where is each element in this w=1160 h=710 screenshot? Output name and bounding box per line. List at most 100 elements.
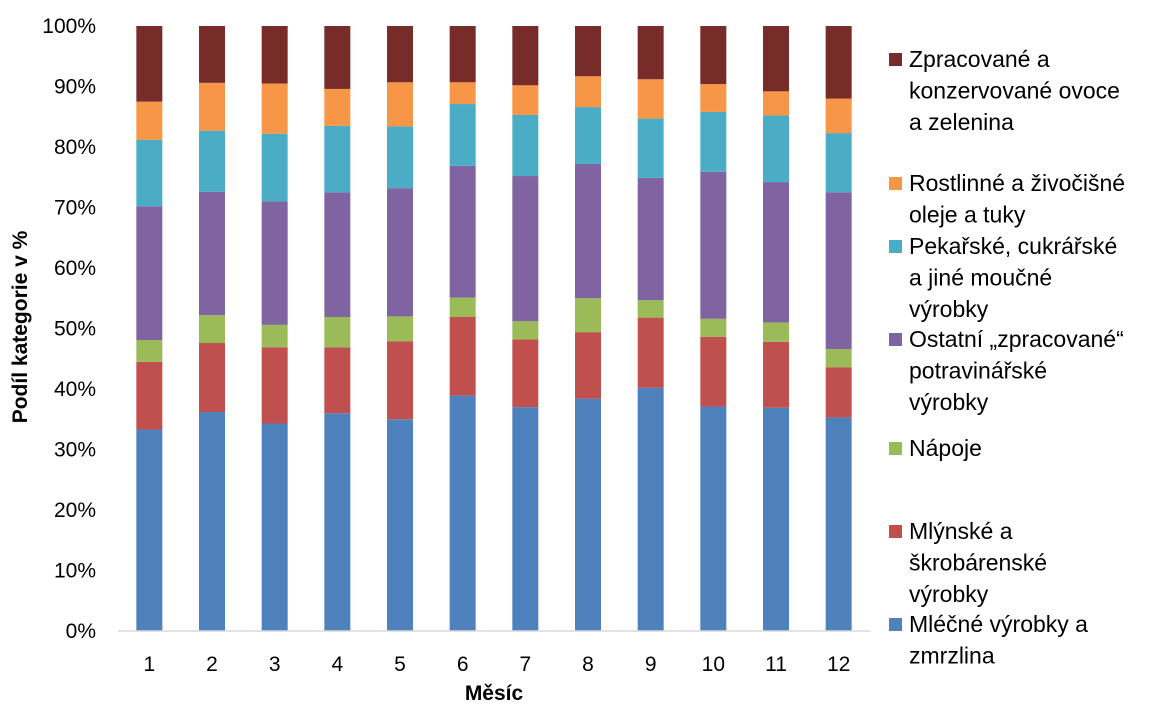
bar-segment	[136, 206, 163, 340]
y-tick-label: 20%	[54, 499, 96, 522]
bar-segment	[825, 367, 852, 418]
legend-label: výrobky	[909, 581, 989, 607]
bar-segment	[199, 411, 225, 631]
bar-segment	[825, 192, 852, 350]
y-tick-label: 60%	[54, 257, 96, 280]
x-tick-label: 4	[331, 653, 343, 676]
legend-label: konzervované ovoce	[909, 78, 1120, 104]
y-tick-label: 90%	[54, 76, 96, 99]
bar-segment	[387, 341, 413, 420]
bar-segment	[387, 419, 413, 631]
x-axis-title: Měsíc	[465, 682, 524, 705]
bar-segment	[763, 341, 789, 408]
legend-swatch	[889, 53, 902, 66]
legend-label: Pekařské, cukrářské	[909, 233, 1117, 259]
bar-segment	[512, 321, 539, 340]
x-axis-ticks: 1 2 3 4 5 6 7 8 9 10 11 12	[143, 653, 850, 676]
legend-label: potravinářské	[909, 358, 1047, 384]
bar-segment	[637, 387, 664, 631]
x-tick-label: 2	[206, 653, 218, 676]
bar-segment	[387, 82, 413, 127]
bar-segment	[575, 332, 601, 399]
bar-segment	[261, 423, 288, 631]
bar-segment	[449, 395, 476, 631]
bar-segment	[512, 85, 539, 115]
bar-segment	[449, 26, 476, 83]
legend-swatch	[889, 333, 902, 346]
legend-label: a jiné moučné	[909, 265, 1052, 291]
bar-segment	[199, 315, 225, 344]
bar-segment	[387, 316, 413, 342]
bar-segment	[449, 297, 476, 318]
bar-segment	[136, 361, 163, 430]
bar-segment	[199, 82, 225, 131]
bar-segment	[637, 300, 664, 318]
bar-segment	[199, 26, 225, 83]
bar-segment	[825, 349, 852, 368]
bar-segment	[637, 79, 664, 119]
y-tick-label: 0%	[66, 620, 96, 643]
legend-label: Zpracované a	[909, 46, 1050, 72]
legend-label: výrobky	[909, 296, 989, 322]
bar-segment	[512, 339, 539, 408]
legend-label: Ostatní „zpracované“	[909, 326, 1124, 352]
y-axis-title: Podíl kategorie v %	[9, 230, 32, 423]
x-tick-label: 7	[519, 653, 531, 676]
bar-segment	[637, 177, 664, 301]
legend-label: Nápoje	[909, 435, 982, 461]
bar-segment	[324, 317, 351, 348]
bar-segment	[763, 26, 789, 92]
legend-label: Mléčné výrobky a	[909, 611, 1088, 637]
bar-segment	[763, 407, 789, 631]
bar-segment	[261, 83, 288, 134]
bar-segment	[449, 317, 476, 396]
bar-segment	[261, 347, 288, 424]
legend-swatch	[889, 240, 902, 253]
legend: Zpracované a konzervované ovoce a zelenina…	[889, 46, 1125, 669]
bar-segment	[387, 188, 413, 317]
bar-segment	[575, 76, 601, 108]
x-tick-label: 5	[394, 653, 406, 676]
x-tick-label: 8	[582, 653, 594, 676]
legend-label: zmrzlina	[909, 643, 995, 669]
x-tick-label: 3	[269, 653, 281, 676]
bar-segment	[700, 26, 727, 85]
y-tick-label: 50%	[54, 318, 96, 341]
bars	[136, 26, 852, 631]
bar-segment	[449, 82, 476, 105]
bar-segment	[637, 118, 664, 178]
bar-segment	[763, 115, 789, 183]
bar-segment	[261, 201, 288, 325]
bar-segment	[387, 126, 413, 189]
bar-segment	[637, 26, 664, 80]
bar-segment	[700, 111, 727, 172]
y-tick-label: 40%	[54, 378, 96, 401]
bar-segment	[825, 417, 852, 631]
bar-segment	[324, 88, 351, 126]
bar-segment	[512, 176, 539, 322]
bar-segment	[575, 26, 601, 77]
legend-swatch	[889, 177, 902, 190]
bar-segment	[324, 125, 351, 193]
bar-segment	[324, 26, 351, 89]
legend-label: škrobárenské	[909, 550, 1047, 576]
bar-segment	[575, 107, 601, 164]
y-tick-label: 80%	[54, 136, 96, 159]
legend-label: výrobky	[909, 389, 989, 415]
bar-segment	[261, 324, 288, 348]
bar-segment	[575, 298, 601, 333]
bar-segment	[387, 26, 413, 83]
bar-segment	[637, 317, 664, 388]
bar-segment	[512, 407, 539, 631]
y-tick-label: 10%	[54, 560, 96, 583]
y-axis-ticks: 0% 10% 20% 30% 40% 50% 60% 70% 80% 90% 100%	[42, 15, 96, 643]
bar-segment	[199, 191, 225, 316]
legend-label: Mlýnské a	[909, 518, 1013, 544]
bar-segment	[324, 347, 351, 414]
bar-segment	[136, 139, 163, 207]
legend-label: a zelenina	[909, 109, 1014, 135]
bar-segment	[261, 133, 288, 202]
x-tick-label: 1	[143, 653, 155, 676]
bar-segment	[199, 343, 225, 412]
bar-segment	[575, 398, 601, 631]
